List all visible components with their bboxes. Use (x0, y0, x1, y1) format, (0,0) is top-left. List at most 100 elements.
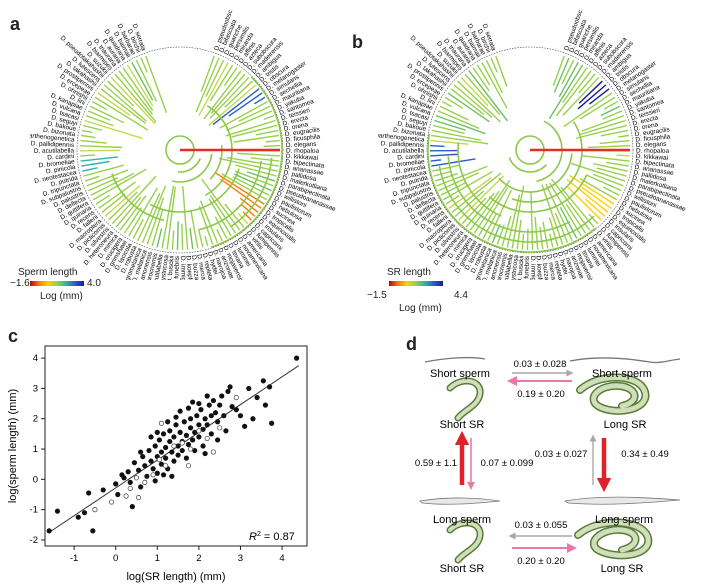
legend-b-max: 4.4 (454, 290, 468, 301)
tree-branch (569, 174, 615, 205)
rate-bl-to-tl: 0.59 ± 1.1 (415, 458, 457, 469)
tree-arc (457, 142, 502, 217)
tree-branch (263, 114, 275, 121)
data-point-filled (221, 413, 227, 419)
tree-branch (442, 101, 452, 108)
tree-branch (501, 215, 512, 247)
data-point-filled (113, 481, 119, 487)
tree-branch (226, 110, 273, 131)
data-point-filled (175, 443, 181, 449)
data-point-filled (158, 449, 165, 455)
tree-branch (578, 73, 596, 94)
tree-branch (237, 212, 249, 225)
data-point-open (133, 475, 140, 481)
rate-br-to-bl: 0.03 ± 0.055 (515, 520, 568, 531)
tree-branch (430, 153, 459, 157)
tree-branch (246, 171, 276, 182)
tree-branch (579, 177, 618, 201)
data-point-filled (81, 510, 88, 516)
tree-branch (584, 198, 606, 217)
tree-branch (562, 67, 588, 104)
tree-branch (208, 198, 232, 237)
tree-branch (231, 124, 278, 138)
tree-branch (541, 184, 564, 245)
data-point-open (217, 425, 223, 431)
tree-branch (214, 216, 228, 239)
tree-branch (156, 228, 163, 248)
species-label: D. immigrans (529, 256, 537, 280)
tree-branch (542, 221, 549, 249)
tree-branch (114, 73, 157, 123)
tree-branch (161, 185, 175, 249)
tree-branch (491, 223, 501, 243)
tree-branch (485, 59, 503, 94)
data-point-filled (210, 397, 217, 404)
species-label: D. bizonata (393, 127, 426, 139)
data-point-filled (135, 467, 142, 473)
data-point-filled (90, 528, 96, 534)
species-label: D. hystricosa (158, 254, 170, 280)
y-tick-label: 3 (33, 383, 38, 394)
tree-branch (255, 129, 279, 136)
tree-branch (440, 181, 467, 196)
data-point-filled (208, 413, 214, 419)
tree-branch (90, 172, 135, 196)
y-tick-label: 1 (33, 444, 38, 455)
data-point-filled (158, 461, 165, 467)
tree-branch (432, 164, 460, 172)
data-point-filled (179, 447, 185, 454)
tree-branch (438, 172, 480, 192)
state-tl-sr: Short SR (440, 419, 485, 431)
species-label: D. rhopaloa (636, 148, 670, 155)
tree-branch (82, 167, 98, 172)
data-point-filled (46, 528, 52, 534)
tree-branch (198, 62, 229, 116)
data-point-open (187, 446, 194, 452)
tree-arc (427, 133, 597, 253)
data-point-filled (185, 405, 192, 411)
tree-branch (577, 84, 607, 110)
r2-superscript: 2 (257, 531, 261, 538)
tree-branch (579, 119, 626, 136)
tree-branch (444, 96, 464, 109)
data-point-filled (173, 414, 179, 420)
tree-arc (488, 174, 588, 213)
tree-branch (111, 175, 157, 225)
tree-arc (210, 76, 283, 248)
data-point-open (163, 463, 169, 469)
data-point-filled (154, 429, 160, 435)
tree-branch (122, 67, 154, 112)
data-point-filled (196, 422, 202, 428)
species-label: D. rhopaloa (286, 148, 320, 155)
data-point-filled (150, 466, 156, 472)
data-point-filled (246, 385, 252, 392)
long-sr-icon-br (574, 518, 653, 560)
species-label: D. bipectinata (635, 158, 675, 169)
tree-branch (481, 62, 508, 109)
tree-branch (224, 203, 245, 228)
data-point-filled (167, 438, 173, 445)
species-label: D. immigrans (179, 256, 187, 280)
data-point-filled (196, 434, 202, 440)
tree-branch (473, 180, 511, 234)
state-bl-sperm: Long sperm (433, 514, 491, 526)
tree-branch (236, 152, 280, 157)
tree-branch (550, 178, 591, 231)
tree-arc (231, 157, 273, 227)
tree-branch (203, 70, 242, 120)
tree-branch (118, 70, 154, 115)
species-label: D. acutilabella (34, 148, 75, 155)
tree-branch (562, 76, 600, 116)
tree-branch (195, 57, 220, 113)
rate-bl-to-br: 0.20 ± 0.20 (517, 556, 564, 567)
long-sperm-icon-bl (419, 497, 501, 505)
tree-branch (181, 223, 184, 250)
tree-branch (431, 129, 482, 141)
x-tick-label: 0 (113, 553, 118, 564)
tree-branch (89, 105, 125, 124)
rate-tr-to-tl: 0.19 ± 0.20 (517, 389, 564, 400)
data-point-filled (187, 425, 194, 431)
tree-branch (437, 110, 480, 130)
